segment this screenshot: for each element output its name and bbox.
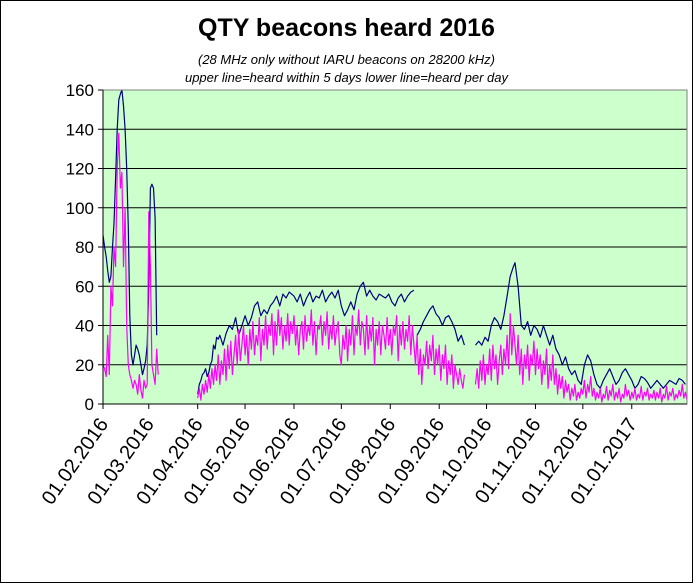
y-tick-label: 100 <box>66 199 94 218</box>
x-axis-ticks: 01.02.201601.03.201601.04.201601.05.2016… <box>38 404 642 509</box>
chart-subtitle-line-1: (28 MHz only without IARU beacons on 282… <box>198 52 495 67</box>
y-tick-label: 160 <box>66 81 94 100</box>
y-axis-ticks: 0 20 40 60 80 100 120 140 160 <box>66 81 103 414</box>
series-1-line-segment-0 <box>102 132 159 399</box>
y-tick-label: 40 <box>75 317 94 336</box>
series-0-line-segment-1 <box>197 281 415 395</box>
series-lines <box>102 89 688 403</box>
series-1-line-segment-1 <box>197 309 465 401</box>
y-tick-label: 120 <box>66 160 94 179</box>
y-tick-label: 140 <box>66 120 94 139</box>
series-0-line-segment-3 <box>475 262 686 389</box>
chart-subtitle-line-2: upper line=heard within 5 days lower lin… <box>184 70 509 85</box>
series-0-line-segment-2 <box>416 305 465 346</box>
y-tick-label: 80 <box>75 238 94 257</box>
y-tick-label: 0 <box>85 395 94 414</box>
series-1-line-segment-2 <box>474 313 688 403</box>
chart-title: QTY beacons heard 2016 <box>198 14 495 42</box>
y-tick-label: 60 <box>75 277 94 296</box>
y-tick-label: 20 <box>75 356 94 375</box>
